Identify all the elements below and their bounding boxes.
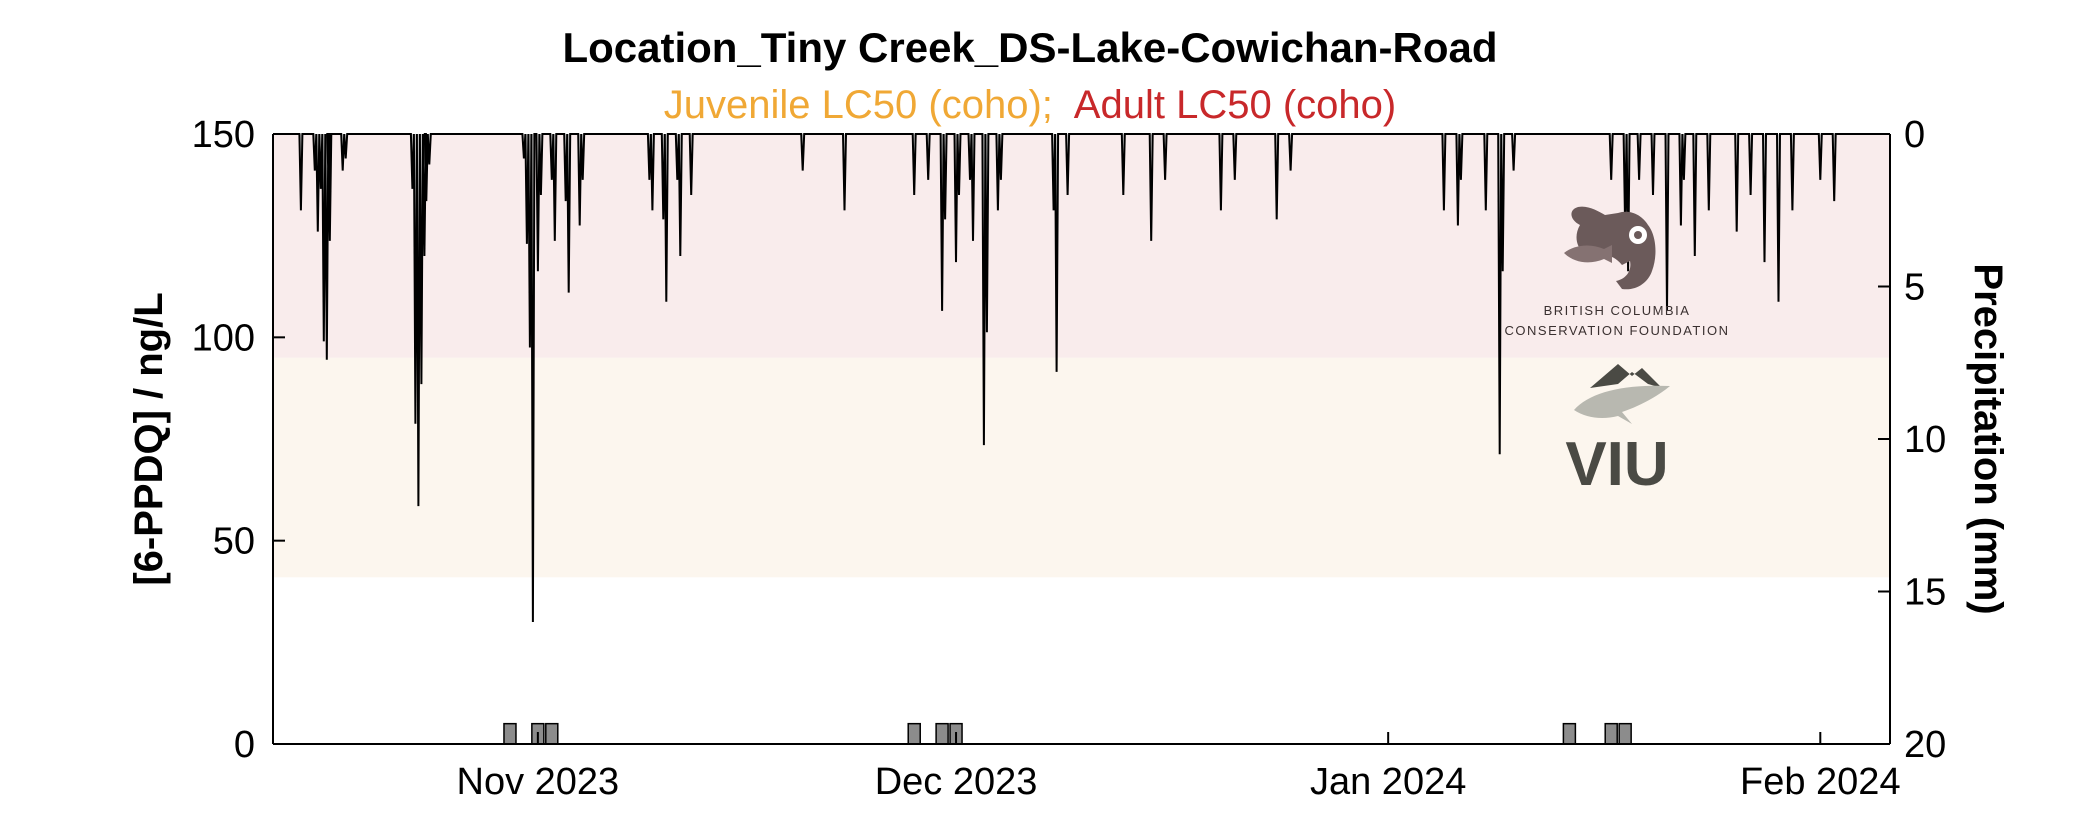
measurement-bar [545,722,559,745]
y-tick-label: 50 [213,521,255,563]
x-axis-ticks: Nov 2023 Dec 2023 Jan 2024 Feb 2024 [457,732,1901,803]
y-axis-label: [6-PPDQ] / ng/L [127,292,171,585]
measurement-bar [1618,722,1632,745]
viu-wordmark: VIU [1565,430,1668,499]
measurement-bar [907,722,921,745]
bccf-line1: BRITISH COLUMBIA [1544,303,1691,318]
x-tick-label: Feb 2024 [1740,761,1901,803]
y2-tick-label: 0 [1904,114,1925,156]
y2-tick-label: 10 [1904,419,1946,461]
chart-subtitle: Juvenile LC50 (coho); Adult LC50 (coho) [664,83,1396,127]
measurement-bar [503,722,517,745]
mountain-leaf-icon [1574,364,1670,424]
bear-fish-icon [1564,206,1656,290]
measurement-bar [1604,722,1618,745]
x-tick-label: Dec 2023 [875,761,1038,803]
y2-axis-label: Precipitation (mm) [1966,263,2010,614]
x-tick-label: Nov 2023 [457,761,620,803]
bccf-line2: CONSERVATION FOUNDATION [1505,323,1730,338]
subtitle-juvenile: Juvenile LC50 (coho); [664,83,1053,127]
y-tick-label: 0 [234,724,255,766]
left-axis-ticks: 0 50 100 150 [192,114,285,766]
measurement-bar [1562,722,1577,745]
x-tick-label: Jan 2024 [1310,761,1466,803]
measurement-bar [935,722,949,745]
bccf-logo: BRITISH COLUMBIA CONSERVATION FOUNDATION [1505,206,1730,338]
y-tick-label: 150 [192,114,255,156]
threshold-bands [273,134,1890,578]
subtitle-adult: Adult LC50 (coho) [1074,83,1396,127]
y2-tick-label: 5 [1904,267,1925,309]
measurement-bars [503,722,1632,745]
right-axis-ticks: 0 5 10 15 20 [1878,114,1946,766]
viu-logo: VIU [1565,364,1670,499]
precipitation-series [273,133,1890,623]
chart-title: Location_Tiny Creek_DS-Lake-Cowichan-Roa… [562,24,1497,71]
y-tick-label: 100 [192,317,255,359]
y2-tick-label: 20 [1904,724,1946,766]
y2-tick-label: 15 [1904,572,1946,614]
